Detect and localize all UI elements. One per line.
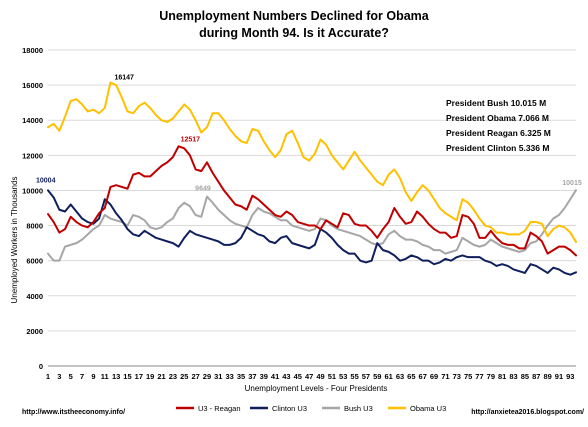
x-tick-label: 15 (123, 372, 131, 381)
x-tick-label: 61 (384, 372, 392, 381)
x-tick-label: 87 (532, 372, 540, 381)
data-label: 10015 (562, 180, 582, 187)
x-tick-label: 35 (237, 372, 245, 381)
source-url-left[interactable]: http://www.itstheeconomy.info/ (22, 409, 125, 416)
x-tick-label: 5 (69, 372, 73, 381)
x-tick-label: 69 (430, 372, 438, 381)
x-tick-label: 59 (373, 372, 381, 381)
y-tick-label: 6000 (26, 257, 43, 266)
y-tick-label: 12000 (22, 151, 43, 160)
x-tick-label: 9 (91, 372, 95, 381)
x-tick-label: 47 (305, 372, 313, 381)
summary-clinton: President Clinton 5.336 M (446, 143, 549, 153)
x-tick-label: 67 (419, 372, 427, 381)
y-tick-label: 10000 (22, 186, 43, 195)
summary-reagan: President Reagan 6.325 M (446, 128, 551, 138)
summary-box: President Bush 10.015 M President Obama … (446, 98, 551, 153)
series-line-bush-u3 (47, 189, 577, 262)
x-tick-label: 43 (282, 372, 290, 381)
legend-label: U3 - Reagan (198, 404, 241, 413)
x-tick-label: 7 (80, 372, 84, 381)
y-tick-label: 0 (39, 362, 43, 371)
x-tick-label: 83 (509, 372, 517, 381)
x-tick-label: 51 (328, 372, 336, 381)
x-axis-label: Unemployment Levels - Four Presidents (245, 384, 388, 393)
x-tick-label: 71 (441, 372, 449, 381)
x-tick-label: 39 (260, 372, 268, 381)
y-tick-label: 14000 (22, 116, 43, 125)
y-axis-ticks: 0 2000 4000 6000 8000 10000 12000 14000 16000 180… (22, 46, 43, 371)
y-tick-label: 2000 (26, 327, 43, 336)
data-label: 9649 (195, 186, 211, 193)
x-axis-ticks: 1 3 5 7 9 11 13 15 17 19 21 23 25 27 29 31 33 35 37 39 41 43 4… (46, 372, 575, 381)
chart-title-line-1: Unemployment Numbers Declined for Obama (159, 9, 430, 23)
x-tick-label: 93 (566, 372, 574, 381)
x-tick-label: 33 (226, 372, 234, 381)
x-tick-label: 31 (214, 372, 222, 381)
x-tick-label: 13 (112, 372, 120, 381)
x-tick-label: 55 (350, 372, 358, 381)
data-label: 12517 (181, 136, 201, 143)
data-annotations: 16147 12517 10004 9649 10015 (36, 75, 582, 193)
x-tick-label: 75 (464, 372, 472, 381)
data-label: 16147 (114, 75, 134, 82)
x-tick-label: 79 (487, 372, 495, 381)
source-url-right[interactable]: http://anxietea2016.blogspot.com/ (471, 409, 584, 416)
legend-label: Obama U3 (410, 404, 446, 413)
x-tick-label: 3 (57, 372, 61, 381)
x-tick-label: 21 (157, 372, 165, 381)
series-lines (47, 81, 577, 276)
y-axis-label: Unemployed Workers in Thousands (10, 177, 19, 304)
y-tick-label: 16000 (22, 81, 43, 90)
series-line-obama-u3 (47, 81, 577, 243)
y-tick-label: 4000 (26, 292, 43, 301)
summary-bush: President Bush 10.015 M (446, 98, 546, 108)
x-tick-label: 91 (555, 372, 563, 381)
data-label: 10004 (36, 177, 56, 184)
x-tick-label: 37 (248, 372, 256, 381)
x-tick-label: 85 (521, 372, 529, 381)
y-tick-label: 8000 (26, 222, 43, 231)
x-tick-label: 29 (203, 372, 211, 381)
series-line-clinton-u3 (47, 189, 577, 276)
x-tick-label: 77 (475, 372, 483, 381)
x-tick-label: 45 (294, 372, 302, 381)
x-tick-label: 1 (46, 372, 50, 381)
x-tick-label: 25 (180, 372, 188, 381)
legend: U3 - Reagan Clinton U3 Bush U3 Obama U3 (176, 404, 446, 413)
legend-label: Bush U3 (344, 404, 373, 413)
x-tick-label: 57 (362, 372, 370, 381)
y-tick-label: 18000 (22, 46, 43, 55)
x-tick-label: 49 (316, 372, 324, 381)
x-tick-label: 19 (146, 372, 154, 381)
x-tick-label: 23 (169, 372, 177, 381)
x-tick-label: 73 (453, 372, 461, 381)
x-tick-label: 11 (101, 372, 109, 381)
x-tick-label: 17 (135, 372, 143, 381)
x-tick-label: 63 (396, 372, 404, 381)
summary-obama: President Obama 7.066 M (446, 113, 549, 123)
legend-label: Clinton U3 (272, 404, 307, 413)
x-tick-label: 27 (191, 372, 199, 381)
x-tick-label: 65 (407, 372, 415, 381)
x-tick-label: 53 (339, 372, 347, 381)
x-tick-label: 89 (543, 372, 551, 381)
series-line-u3-reagan (47, 145, 577, 257)
chart-title-line-2: during Month 94. Is it Accurate? (199, 26, 389, 40)
x-tick-label: 81 (498, 372, 506, 381)
x-tick-label: 41 (271, 372, 279, 381)
